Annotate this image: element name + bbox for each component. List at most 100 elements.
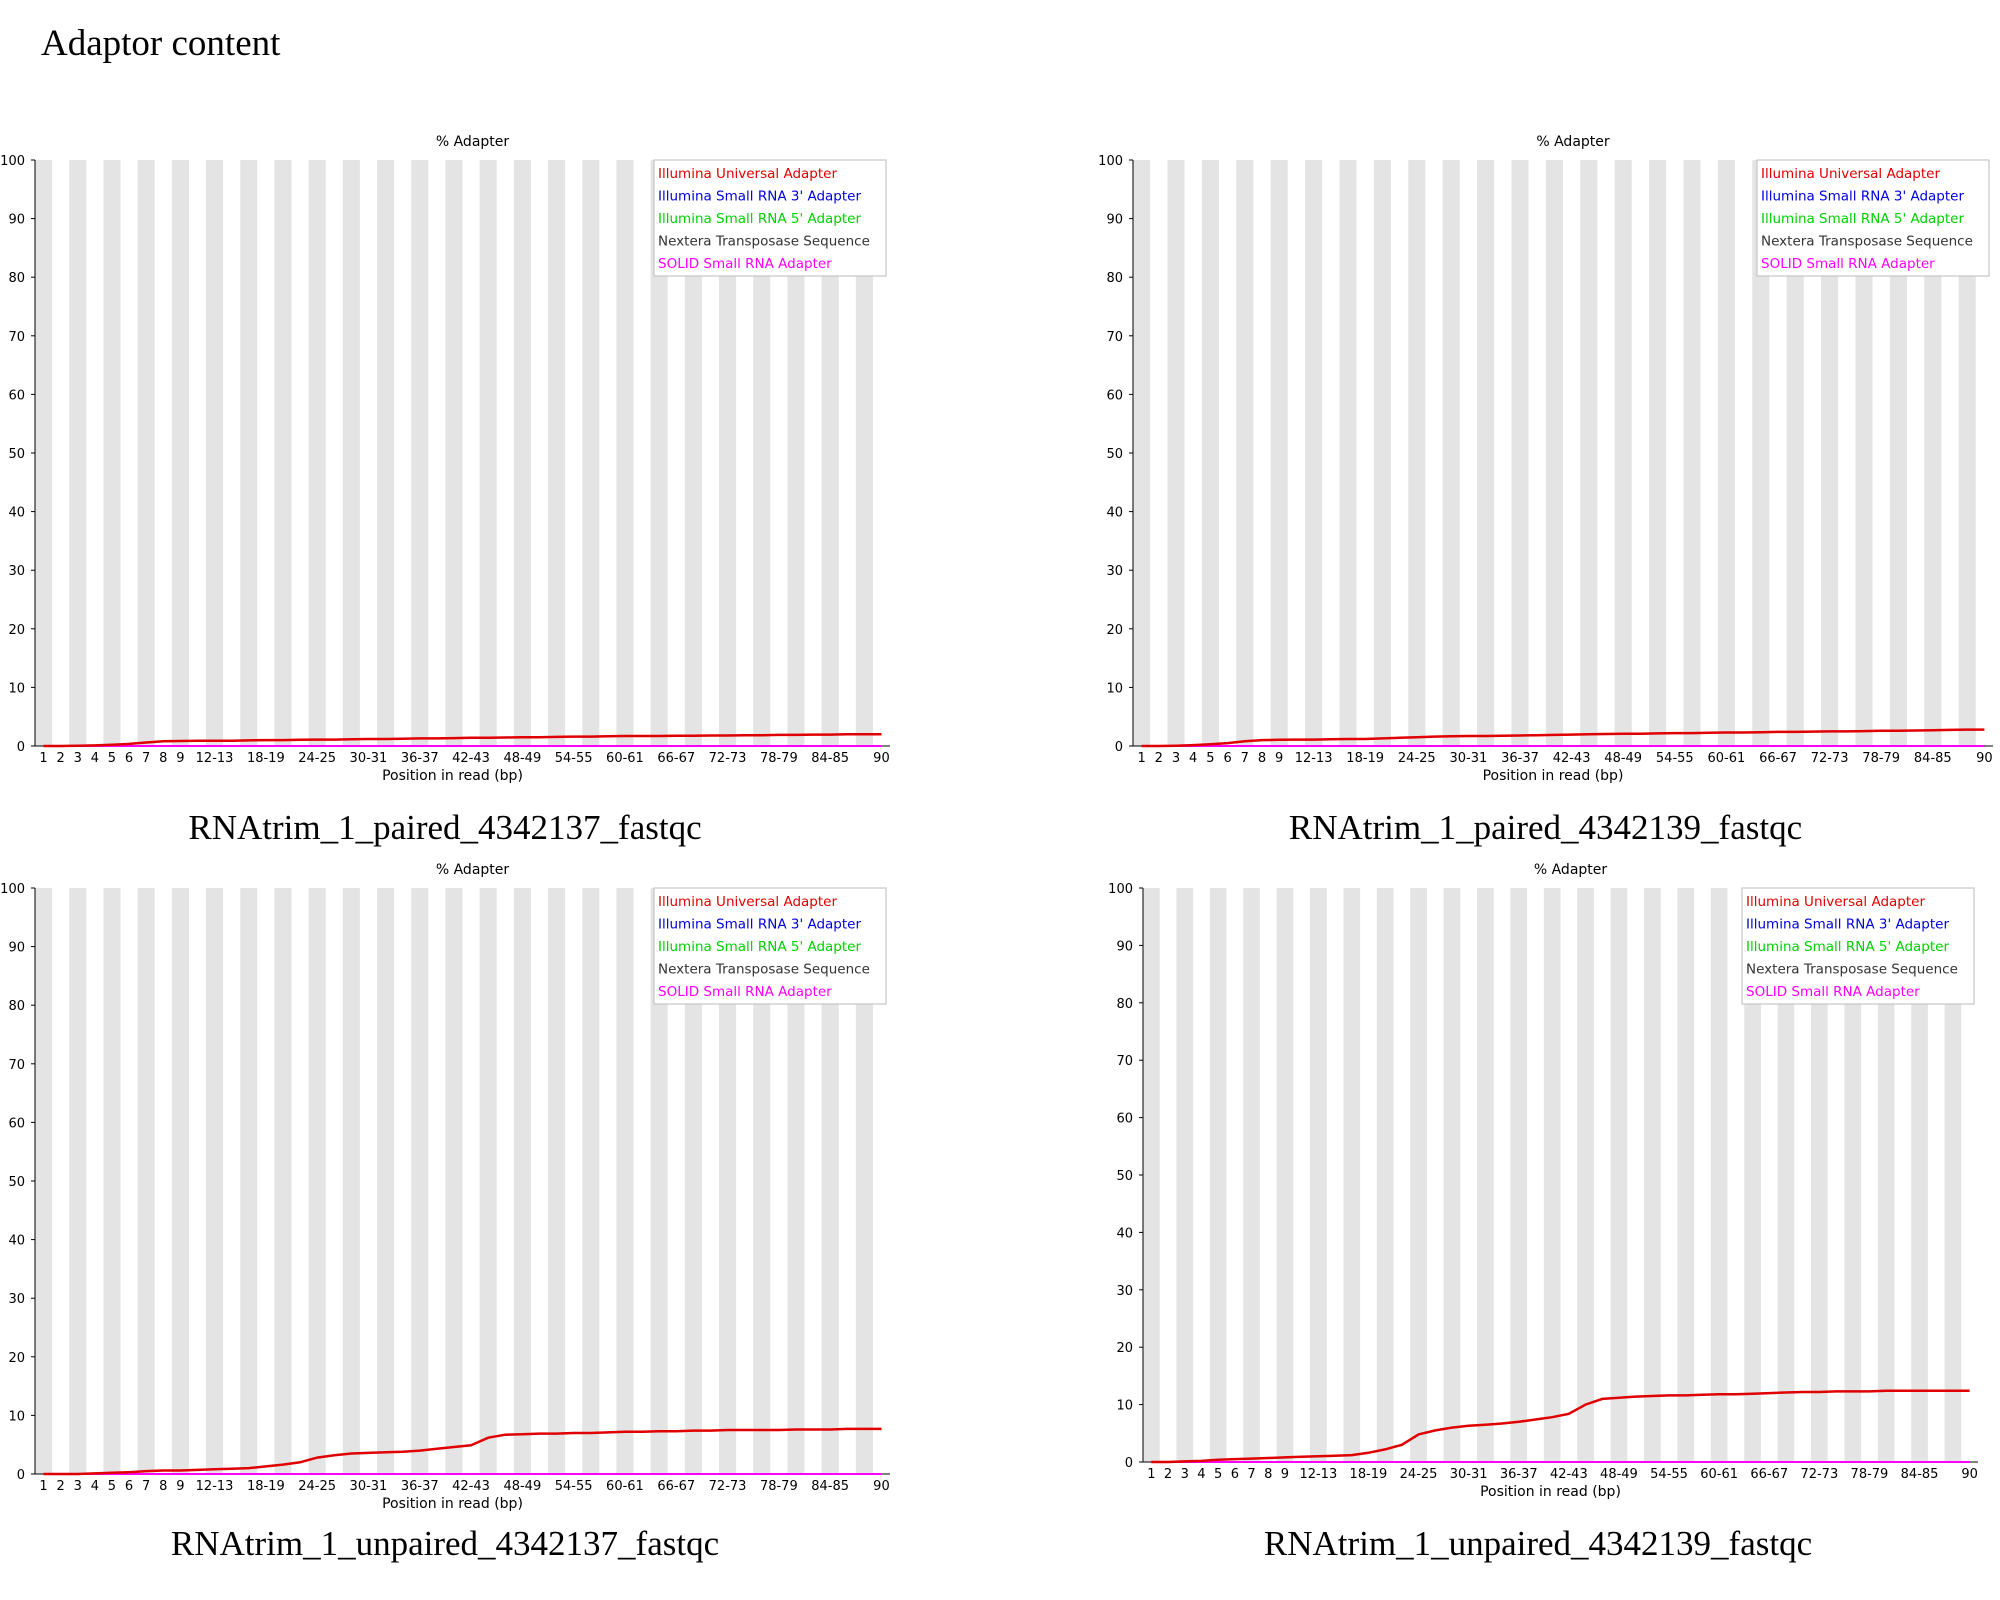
stripe	[753, 888, 771, 1474]
x-tick-label: 18-19	[247, 1479, 285, 1494]
stripe	[1580, 160, 1598, 746]
stripe	[1477, 160, 1495, 746]
y-tick-label: 90	[1116, 939, 1133, 954]
x-tick-label: 4	[1189, 751, 1197, 766]
stripe	[1855, 160, 1873, 746]
stripe	[582, 888, 600, 1474]
y-tick-label: 100	[0, 154, 25, 169]
background-stripes	[1143, 888, 1962, 1462]
x-tick-label: 24-25	[1400, 1467, 1438, 1482]
stripe	[1176, 888, 1194, 1462]
x-tick-label: 84-85	[811, 1479, 849, 1494]
stripe	[1717, 160, 1735, 746]
x-tick-label: 24-25	[298, 1479, 336, 1494]
y-tick-label: 90	[8, 213, 25, 228]
x-tick-label: 3	[1172, 751, 1180, 766]
stripe	[1889, 160, 1907, 746]
background-stripes	[35, 888, 873, 1474]
stripe	[171, 888, 189, 1474]
stripe	[1710, 888, 1728, 1462]
series-line-1	[1151, 1389, 1970, 1464]
x-tick-label: 7	[1247, 1467, 1255, 1482]
y-tick-label: 0	[17, 1468, 25, 1483]
x-tick-label: 54-55	[555, 751, 593, 766]
legend: Illumina Universal Adapter Illumina Small…	[653, 159, 887, 277]
stripe	[342, 160, 360, 746]
stripe	[1777, 888, 1795, 1462]
stripe	[1683, 160, 1701, 746]
x-tick-label: 18-19	[247, 751, 285, 766]
legend: Illumina Universal Adapter Illumina Small…	[1756, 159, 1990, 277]
legend-entry: Illumina Universal Adapter	[1761, 166, 1940, 182]
stripe	[1410, 888, 1427, 1462]
y-tick-label: 100	[1098, 154, 1123, 169]
x-tick-label: 48-49	[503, 751, 541, 766]
y-tick-label: 100	[1108, 882, 1133, 897]
chart-panel-unpaired-4342137: % Adapter 0 10 20 30 40 50 60 70 80 90 100 1 2 3 4 5 6 7 8 9…	[0, 856, 900, 1576]
x-tick-label: 18-19	[1350, 1467, 1388, 1482]
chart-panel-unpaired-4342139: % Adapter 0 10 20 30 40 50 60 70 80 90 100 1 2 3 4 5 6 7 8 9…	[1098, 856, 2000, 1576]
legend-box	[653, 159, 887, 277]
stripe	[240, 160, 258, 746]
x-tick-label: 48-49	[1604, 751, 1642, 766]
stripe	[1376, 888, 1394, 1462]
legend-entry: Illumina Small RNA 3' Adapter	[658, 189, 861, 205]
x-tick-label: 4	[1197, 1467, 1205, 1482]
x-tick-label: 9	[176, 751, 184, 766]
y-tick-label: 40	[1116, 1226, 1133, 1241]
stripe	[1821, 160, 1839, 746]
y-tick-label: 20	[8, 1351, 25, 1366]
x-tick-label: 60-61	[1700, 1467, 1738, 1482]
stripe	[1543, 888, 1561, 1462]
y-tick-label: 60	[1106, 388, 1123, 403]
x-tick-label: 2	[1155, 751, 1163, 766]
stripe	[411, 160, 429, 746]
y-tick-label: 50	[8, 1175, 25, 1190]
stripe	[1677, 888, 1695, 1462]
x-axis-label: Position in read (bp)	[382, 1496, 523, 1512]
stripe	[308, 888, 326, 1474]
y-tick-label: 50	[1116, 1169, 1133, 1184]
background-stripes	[35, 160, 873, 746]
y-tick-label: 90	[8, 941, 25, 956]
stripe	[1644, 888, 1661, 1462]
x-tick-label: 84-85	[811, 751, 849, 766]
x-tick-label: 72-73	[709, 1479, 747, 1494]
x-tick-label: 84-85	[1914, 751, 1952, 766]
stripe	[1511, 160, 1529, 746]
x-tick-label: 30-31	[350, 751, 388, 766]
x-tick-label: 48-49	[1600, 1467, 1638, 1482]
background-stripes	[1133, 160, 1976, 746]
stripe	[411, 888, 429, 1474]
x-tick-label: 60-61	[606, 1479, 644, 1494]
stripe	[821, 160, 839, 746]
x-tick-label: 90	[873, 751, 890, 766]
stripe	[445, 888, 463, 1474]
stripe	[616, 160, 634, 746]
x-tick-label: 8	[159, 751, 167, 766]
stripe	[1201, 160, 1219, 746]
legend: Illumina Universal Adapter Illumina Small…	[653, 887, 887, 1005]
page-title: Adaptor content	[41, 23, 281, 64]
stripe	[1408, 160, 1426, 746]
stripe	[1944, 888, 1962, 1462]
chart-title: % Adapter	[1536, 134, 1610, 150]
x-tick-label: 66-67	[657, 751, 695, 766]
stripe	[1844, 888, 1862, 1462]
stripe	[1477, 888, 1494, 1462]
legend-entry: Illumina Small RNA 5' Adapter	[658, 939, 861, 955]
stripe	[1339, 160, 1357, 746]
stripe	[103, 888, 121, 1474]
stripe	[1610, 888, 1628, 1462]
x-tick-label: 90	[1976, 751, 1993, 766]
stripe	[1510, 888, 1528, 1462]
x-tick-label: 24-25	[298, 751, 336, 766]
stripe	[1243, 888, 1260, 1462]
x-tick-label: 84-85	[1901, 1467, 1939, 1482]
x-axis-label: Position in read (bp)	[1480, 1484, 1621, 1500]
stripe	[1133, 160, 1151, 746]
x-tick-label: 90	[1961, 1467, 1978, 1482]
x-tick-label: 1	[39, 1479, 47, 1494]
